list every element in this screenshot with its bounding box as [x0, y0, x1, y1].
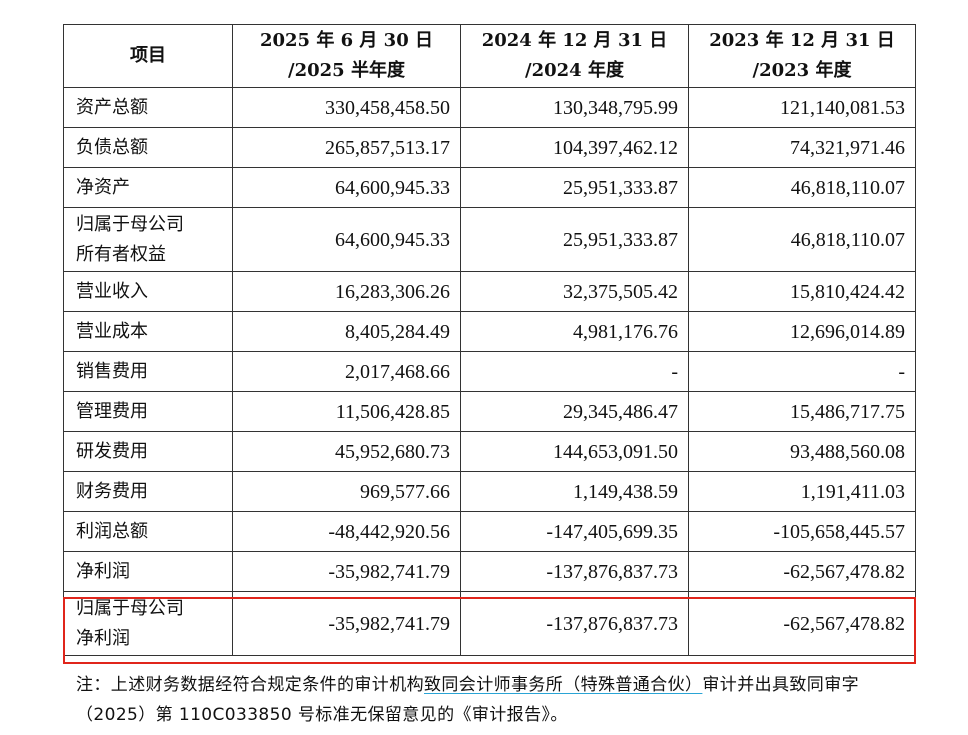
- row-label: 归属于母公司 所有者权益: [63, 207, 233, 272]
- table-footnote: 注：上述财务数据经符合规定条件的审计机构致同会计师事务所（特殊普通合伙）审计并出…: [76, 670, 912, 730]
- value-2023: 15,486,717.75: [688, 391, 916, 432]
- row-label-line-2: 所有者权益: [76, 243, 166, 265]
- value-2023: -62,567,478.82: [688, 591, 916, 656]
- value-2024: 25,951,333.87: [460, 167, 689, 208]
- header-2023: 2023 年 12 月 31 日/2023 年度: [688, 24, 916, 88]
- table-row-operating-cost: 营业成本 8,405,284.49 4,981,176.76 12,696,01…: [63, 311, 916, 352]
- value-2024: 130,348,795.99: [460, 87, 689, 128]
- value-2023: -62,567,478.82: [688, 551, 916, 592]
- table-row-selling-expenses: 销售费用 2,017,468.66 - -: [63, 351, 916, 392]
- table-row-parent-equity: 归属于母公司 所有者权益 64,600,945.33 25,951,333.87 …: [63, 207, 916, 272]
- table-row-parent-net-profit: 归属于母公司 净利润 -35,982,741.79 -137,876,837.73…: [63, 591, 916, 656]
- value-2025: 265,857,513.17: [232, 127, 461, 168]
- value-2024: -137,876,837.73: [460, 551, 689, 592]
- table-row-net-profit: 净利润 -35,982,741.79 -137,876,837.73 -62,5…: [63, 551, 916, 592]
- header-2025: 2025 年 6 月 30 日/2025 半年度: [232, 24, 461, 88]
- row-label: 营业成本: [63, 311, 233, 352]
- value-2023: 15,810,424.42: [688, 271, 916, 312]
- footnote-text-end: 审计并出具致同审字（2025）第 110C033850 号标准无保留意见的《审计…: [76, 675, 860, 725]
- table-row-net-assets: 净资产 64,600,945.33 25,951,333.87 46,818,1…: [63, 167, 916, 208]
- value-2023: -: [688, 351, 916, 392]
- row-label: 销售费用: [63, 351, 233, 392]
- table-row-revenue: 营业收入 16,283,306.26 32,375,505.42 15,810,…: [63, 271, 916, 312]
- value-2023: 121,140,081.53: [688, 87, 916, 128]
- financial-data-table: 项目 2025 年 6 月 30 日/2025 半年度 2024 年 12 月 …: [63, 24, 916, 656]
- row-label: 负债总额: [63, 127, 233, 168]
- row-label-line-1: 归属于母公司: [76, 597, 184, 619]
- table-row-admin-expenses: 管理费用 11,506,428.85 29,345,486.47 15,486,…: [63, 391, 916, 432]
- row-label: 利润总额: [63, 511, 233, 552]
- value-2024: -147,405,699.35: [460, 511, 689, 552]
- row-label: 资产总额: [63, 87, 233, 128]
- value-2025: -35,982,741.79: [232, 591, 461, 656]
- table-row-total-profit: 利润总额 -48,442,920.56 -147,405,699.35 -105…: [63, 511, 916, 552]
- row-label-line-1: 归属于母公司: [76, 213, 184, 235]
- financial-table-container: 项目 2025 年 6 月 30 日/2025 半年度 2024 年 12 月 …: [63, 24, 916, 656]
- value-2024: 29,345,486.47: [460, 391, 689, 432]
- value-2023: -105,658,445.57: [688, 511, 916, 552]
- value-2025: 8,405,284.49: [232, 311, 461, 352]
- table-row-total-assets: 资产总额 330,458,458.50 130,348,795.99 121,1…: [63, 87, 916, 128]
- value-2023: 12,696,014.89: [688, 311, 916, 352]
- row-label: 财务费用: [63, 471, 233, 512]
- row-label: 归属于母公司 净利润: [63, 591, 233, 656]
- header-item-label: 项目: [130, 45, 166, 66]
- value-2024: -137,876,837.73: [460, 591, 689, 656]
- value-2025: 16,283,306.26: [232, 271, 461, 312]
- value-2024: 32,375,505.42: [460, 271, 689, 312]
- value-2025: -48,442,920.56: [232, 511, 461, 552]
- value-2025: 64,600,945.33: [232, 167, 461, 208]
- value-2025: 2,017,468.66: [232, 351, 461, 392]
- header-line-2: /2023 年度: [752, 60, 852, 81]
- value-2025: 330,458,458.50: [232, 87, 461, 128]
- value-2025: 969,577.66: [232, 471, 461, 512]
- header-2024: 2024 年 12 月 31 日/2024 年度: [460, 24, 689, 88]
- header-item: 项目: [63, 24, 233, 88]
- table-row-financial-expenses: 财务费用 969,577.66 1,149,438.59 1,191,411.0…: [63, 471, 916, 512]
- value-2024: 25,951,333.87: [460, 207, 689, 272]
- footnote-auditor-name: 致同会计师事务所（特殊普通合伙）: [424, 675, 703, 695]
- value-2023: 1,191,411.03: [688, 471, 916, 512]
- value-2025: -35,982,741.79: [232, 551, 461, 592]
- row-label: 管理费用: [63, 391, 233, 432]
- table-row-total-liabilities: 负债总额 265,857,513.17 104,397,462.12 74,32…: [63, 127, 916, 168]
- table-header-row: 项目 2025 年 6 月 30 日/2025 半年度 2024 年 12 月 …: [63, 24, 916, 88]
- value-2024: -: [460, 351, 689, 392]
- value-2024: 104,397,462.12: [460, 127, 689, 168]
- value-2025: 45,952,680.73: [232, 431, 461, 472]
- header-line-1: 2024 年 12 月 31 日: [481, 30, 668, 51]
- header-line-1: 2025 年 6 月 30 日: [259, 30, 433, 51]
- row-label-line-2: 净利润: [76, 627, 130, 649]
- header-line-1: 2023 年 12 月 31 日: [709, 30, 895, 51]
- value-2024: 144,653,091.50: [460, 431, 689, 472]
- value-2025: 11,506,428.85: [232, 391, 461, 432]
- value-2025: 64,600,945.33: [232, 207, 461, 272]
- row-label: 营业收入: [63, 271, 233, 312]
- value-2023: 74,321,971.46: [688, 127, 916, 168]
- row-label: 净利润: [63, 551, 233, 592]
- row-label: 净资产: [63, 167, 233, 208]
- value-2023: 46,818,110.07: [688, 207, 916, 272]
- row-label: 研发费用: [63, 431, 233, 472]
- header-line-2: /2025 半年度: [288, 60, 405, 81]
- value-2023: 46,818,110.07: [688, 167, 916, 208]
- value-2024: 4,981,176.76: [460, 311, 689, 352]
- value-2023: 93,488,560.08: [688, 431, 916, 472]
- footnote-text-start: 注：上述财务数据经符合规定条件的审计机构: [76, 675, 424, 695]
- table-row-rd-expenses: 研发费用 45,952,680.73 144,653,091.50 93,488…: [63, 431, 916, 472]
- header-line-2: /2024 年度: [525, 60, 624, 81]
- value-2024: 1,149,438.59: [460, 471, 689, 512]
